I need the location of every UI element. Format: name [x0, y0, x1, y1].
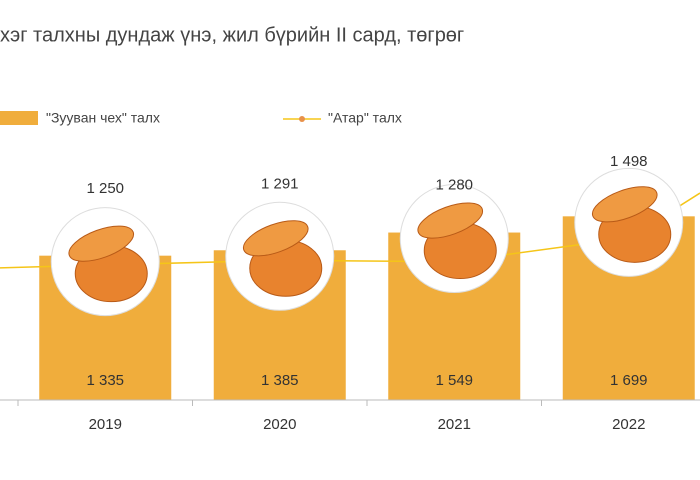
legend-label: "Зууван чех" талх: [46, 110, 160, 126]
bread-icon: [574, 167, 684, 277]
line-value-label: 1 498: [610, 153, 648, 170]
bar-value-label: 1 335: [86, 372, 124, 389]
bread-loaf: [242, 220, 309, 257]
line-value-label: 1 280: [435, 177, 473, 194]
bread-icon: [399, 184, 509, 294]
x-tick-label: 2020: [263, 416, 296, 433]
legend-swatch: [0, 111, 38, 125]
line-value-label: 1 250: [86, 180, 124, 197]
bread-loaf: [417, 202, 484, 239]
legend-label: "Атар" талх: [328, 110, 402, 126]
x-tick-label: 2021: [438, 416, 471, 433]
bread-loaf: [68, 225, 135, 262]
bar-value-label: 1 385: [261, 372, 299, 389]
bread-icon: [225, 201, 335, 311]
bar-value-label: 1 699: [610, 372, 648, 389]
bar-value-label: 1 549: [435, 372, 473, 389]
x-tick-label: 2022: [612, 416, 645, 433]
legend-marker: [299, 116, 305, 122]
line-value-label: 1 291: [261, 175, 299, 192]
x-tick-label: 2019: [89, 416, 122, 433]
bread-loaf: [591, 186, 658, 223]
chart-title: хэг талхны дундаж үнэ, жил бүрийн II сар…: [0, 24, 464, 46]
bread-icon: [50, 207, 160, 317]
